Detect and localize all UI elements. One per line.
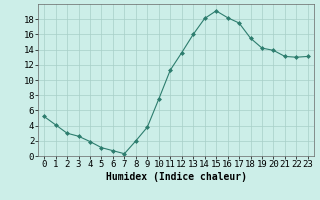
X-axis label: Humidex (Indice chaleur): Humidex (Indice chaleur) bbox=[106, 172, 246, 182]
